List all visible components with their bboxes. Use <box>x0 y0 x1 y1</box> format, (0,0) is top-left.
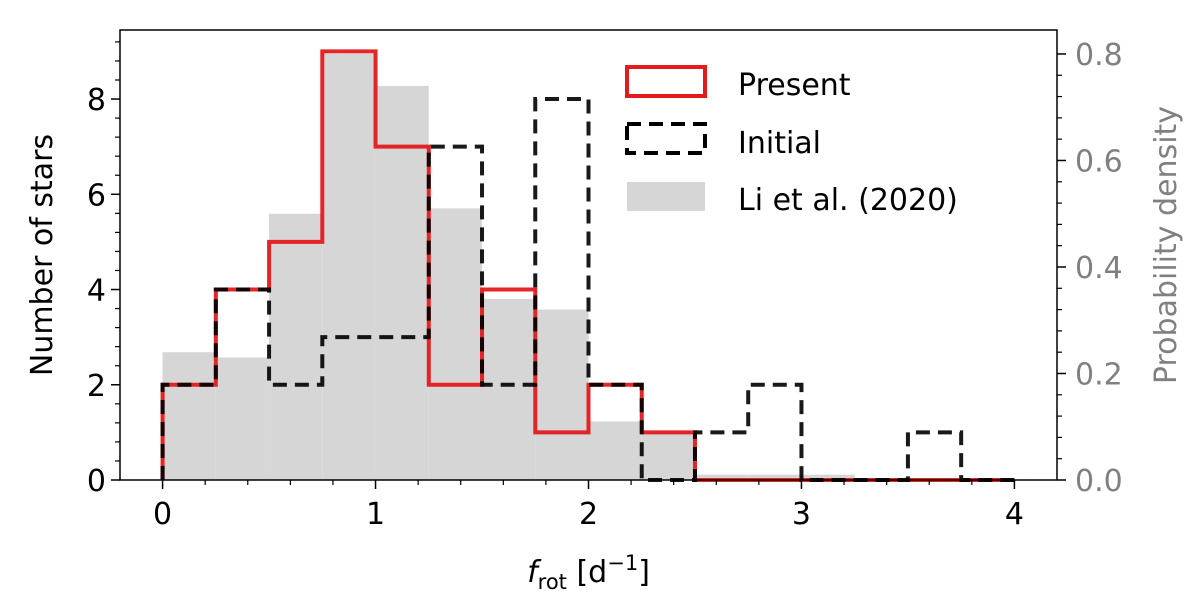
x-axis-label: frot [d−1] <box>527 551 650 594</box>
y-right-tick-label: 0.0 <box>1075 464 1123 499</box>
y-tick-label: 8 <box>87 83 106 118</box>
x-tick-label: 2 <box>579 497 598 532</box>
legend: Present Initial Li et al. (2020) <box>625 65 958 218</box>
y-axis-right-label: Probability density <box>1149 106 1184 384</box>
li-bar <box>269 213 323 480</box>
x-tick-label: 4 <box>1005 497 1024 532</box>
legend-li-swatch <box>627 182 705 211</box>
y-tick-label: 6 <box>87 178 106 213</box>
y-tick-label: 2 <box>87 369 106 404</box>
y-right-tick-label: 0.8 <box>1075 38 1123 73</box>
x-tick-label: 3 <box>792 497 811 532</box>
y-axis-left: 0 2 4 6 8 <box>87 41 120 499</box>
x-axis-label-unit-sup: −1 <box>607 551 638 575</box>
li-bar <box>215 357 270 480</box>
li-bar <box>322 53 376 480</box>
legend-present-label: Present <box>738 68 851 103</box>
y-right-tick-label: 0.4 <box>1075 251 1123 286</box>
li-bar <box>588 421 642 480</box>
li-bar <box>428 208 483 480</box>
y-right-tick-label: 0.6 <box>1075 144 1123 179</box>
y-axis-label: Number of stars <box>25 134 60 376</box>
li-bar <box>694 474 749 480</box>
x-axis-label-sub: rot <box>538 570 567 594</box>
legend-present-swatch <box>625 65 707 98</box>
y-axis-right: 0.0 0.2 0.4 0.6 0.8 <box>1057 38 1123 499</box>
x-axis-label-unit-close: ] <box>638 555 650 590</box>
li-bar <box>535 309 589 480</box>
x-tick-label: 0 <box>153 497 172 532</box>
x-axis-label-unit: [d <box>567 555 607 590</box>
legend-initial-label: Initial <box>738 126 821 161</box>
li-bar <box>801 474 855 480</box>
x-axis: 0 1 2 3 4 <box>153 480 1024 532</box>
y-tick-label: 4 <box>87 274 106 309</box>
x-tick-label: 1 <box>366 497 385 532</box>
li-bar <box>482 298 536 480</box>
li-bar <box>641 432 695 480</box>
legend-initial-swatch <box>625 122 707 155</box>
y-tick-label: 0 <box>87 464 106 499</box>
y-right-tick-label: 0.2 <box>1075 357 1123 392</box>
li-2020-series <box>162 53 855 480</box>
li-bar <box>375 85 429 480</box>
li-bar <box>162 352 216 480</box>
li-bar <box>748 474 802 480</box>
legend-li-label: Li et al. (2020) <box>738 183 958 218</box>
